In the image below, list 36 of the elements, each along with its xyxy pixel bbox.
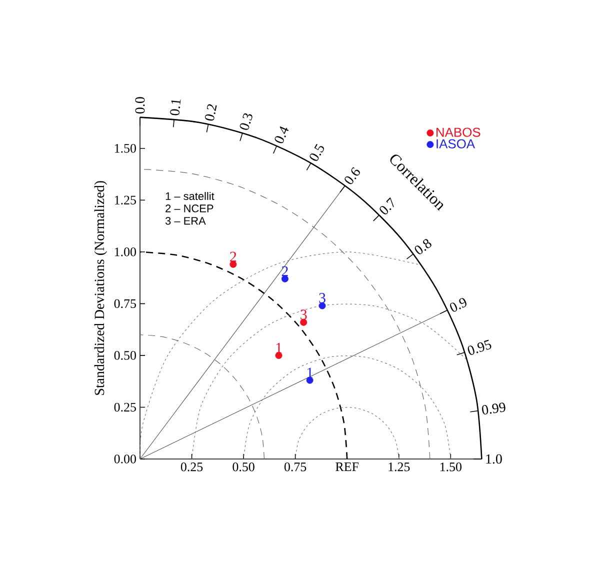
annotation: 0.3 xyxy=(240,113,252,130)
y-tick-label: 0.25 xyxy=(114,402,136,412)
annotation: 3 – ERA xyxy=(165,216,206,225)
x-tick-label: 0.75 xyxy=(284,462,306,472)
y-tick-label: 0.00 xyxy=(114,454,136,464)
annotation: 2 xyxy=(230,252,236,262)
annotation: 1.0 xyxy=(486,454,502,464)
annotation: 0.95 xyxy=(468,340,492,355)
y-tick-label: 0.50 xyxy=(114,351,136,360)
x-tick-label: REF xyxy=(336,462,359,471)
x-tick-label: 1.50 xyxy=(440,462,462,472)
y-tick-label: 0.75 xyxy=(114,299,136,308)
y-axis-title: Standardized Deviations (Normalized) xyxy=(94,181,107,395)
annotation: 0.0 xyxy=(135,97,145,114)
annotation: 2 xyxy=(282,266,288,276)
annotation: 0.6 xyxy=(344,167,360,184)
x-tick-label: 0.25 xyxy=(180,462,203,472)
x-tick-label: 0.50 xyxy=(232,462,254,472)
annotation: 0.99 xyxy=(482,402,506,414)
annotation: 3 xyxy=(319,293,326,304)
annotation: 2 – NCEP xyxy=(166,204,214,212)
y-tick-label: 1.00 xyxy=(114,248,136,256)
annotation: 0.8 xyxy=(414,239,432,254)
annotation: 3 xyxy=(300,310,307,320)
legend-label: IASOA xyxy=(436,139,476,148)
annotation: 0.4 xyxy=(274,126,289,144)
annotation: 1 xyxy=(307,368,313,378)
annotation: 0.5 xyxy=(310,144,324,161)
annotation: 0.1 xyxy=(170,100,181,116)
y-tick-label: 1.25 xyxy=(114,196,136,205)
annotation: 0.2 xyxy=(204,104,217,121)
legend-label: NABOS xyxy=(436,128,480,137)
annotation: 0.9 xyxy=(450,298,466,312)
x-tick-label: 1.25 xyxy=(388,462,410,472)
annotation: 1 – satellit xyxy=(166,192,214,200)
y-tick-label: 1.50 xyxy=(114,144,136,153)
